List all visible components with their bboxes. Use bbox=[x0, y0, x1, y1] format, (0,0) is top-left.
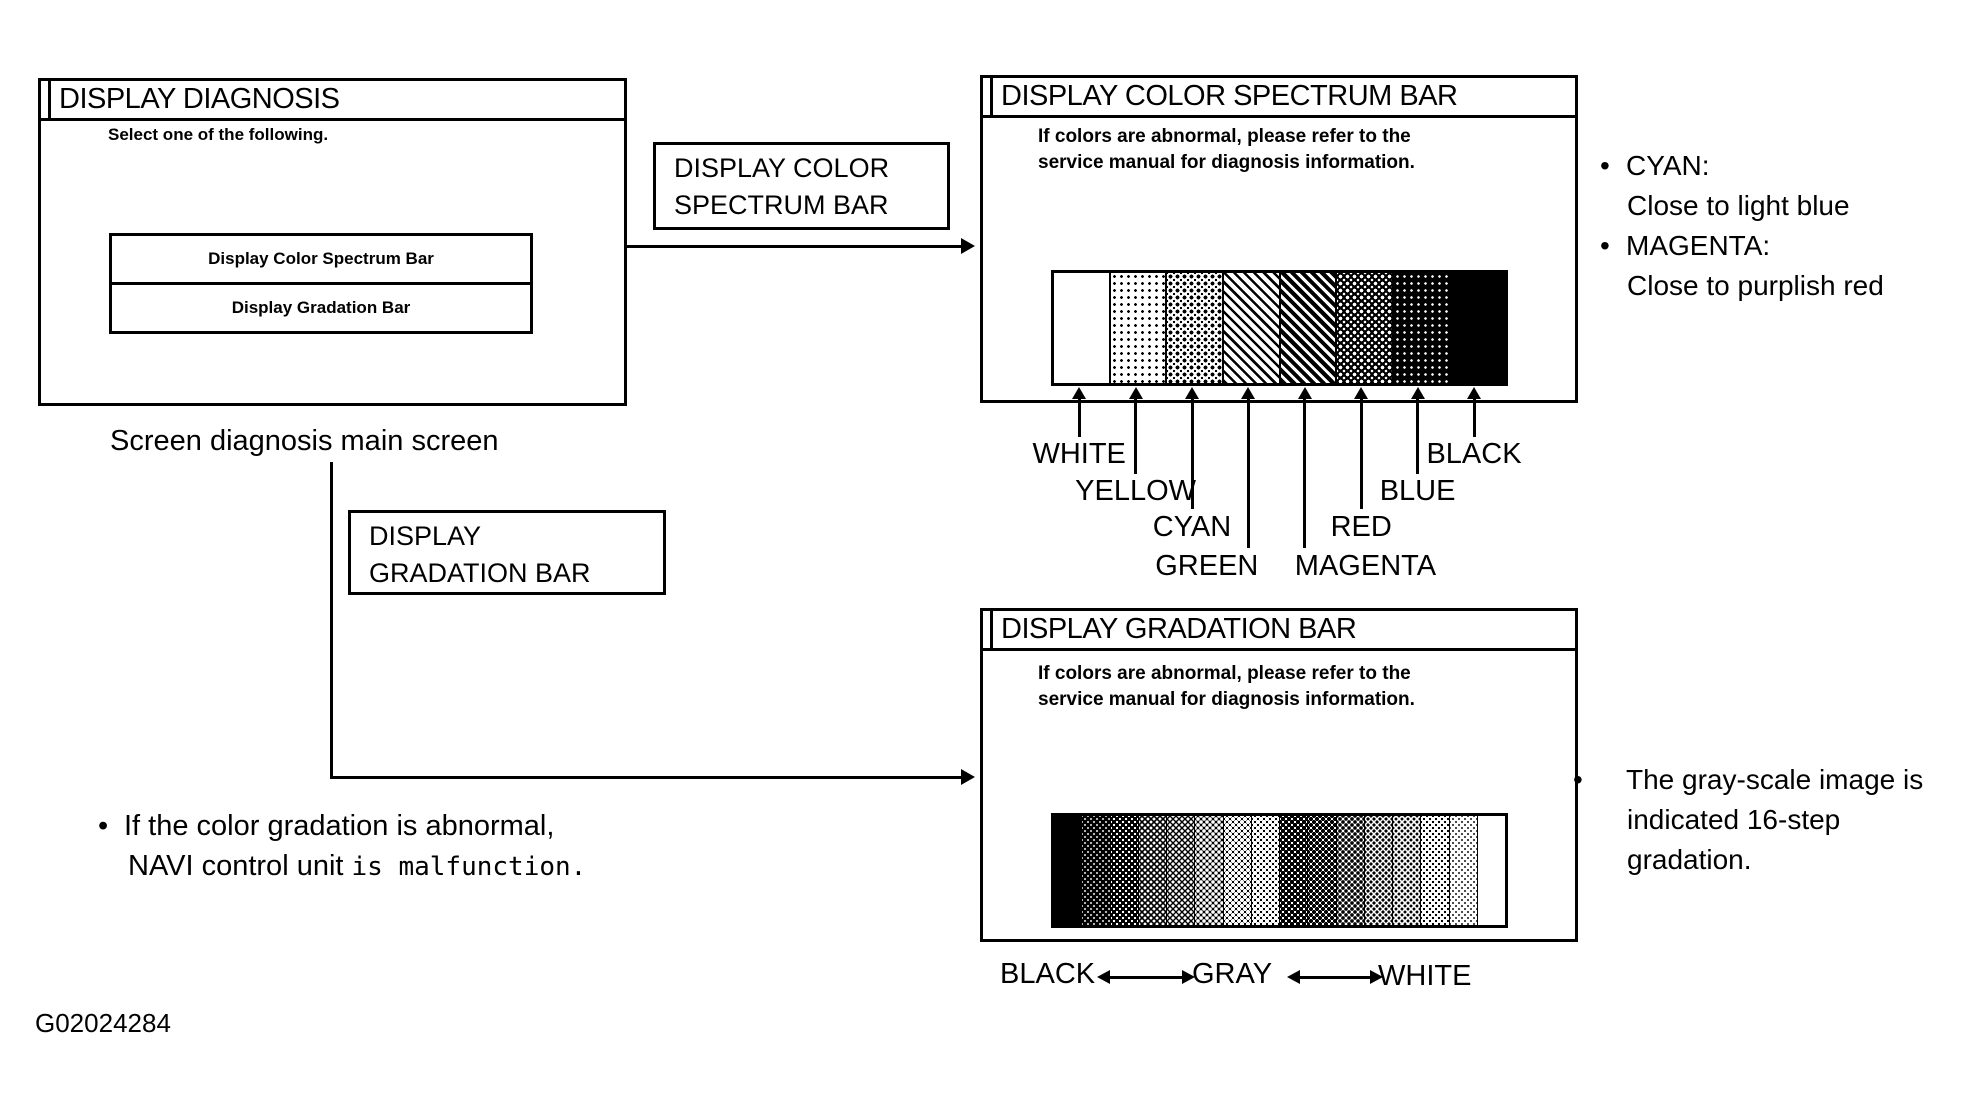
display-diagnosis-title: DISPLAY DIAGNOSIS bbox=[59, 83, 340, 115]
malfunction-note-line1: • If the color gradation is abnormal, bbox=[98, 810, 555, 842]
gradation-step bbox=[1250, 816, 1279, 925]
display-diagnosis-screen: DISPLAY DIAGNOSIS Select one of the foll… bbox=[38, 78, 627, 406]
spectrum-segment-white bbox=[1054, 273, 1109, 383]
gradation-screen-title: DISPLAY GRADATION BAR bbox=[1001, 613, 1357, 645]
note-cyan-desc: Close to light blue bbox=[1627, 190, 1850, 221]
note-magenta-desc: Close to purplish red bbox=[1627, 270, 1884, 301]
double-arrow-icon bbox=[1287, 970, 1383, 984]
scale-label-black: BLACK bbox=[1000, 958, 1096, 990]
arrowhead-icon bbox=[1241, 387, 1256, 399]
callout-arrow-line bbox=[1246, 398, 1250, 548]
note-magenta-term: • MAGENTA: bbox=[1600, 230, 1771, 261]
gradation-step bbox=[1081, 816, 1110, 925]
arrowhead-icon bbox=[1185, 387, 1199, 399]
flow-label-line: SPECTRUM BAR bbox=[674, 190, 889, 220]
titlebar-tick-mark bbox=[990, 611, 993, 648]
titlebar-tick-mark bbox=[990, 78, 993, 115]
gradation-step bbox=[1307, 816, 1336, 925]
display-color-spectrum-bar-button[interactable]: Display Color Spectrum Bar bbox=[112, 236, 530, 285]
gradation-warning-text: If colors are abnormal, please refer to … bbox=[1038, 663, 1415, 710]
bullet-icon: • bbox=[1600, 230, 1610, 261]
connector-line-vertical bbox=[330, 462, 333, 779]
arrowhead-icon bbox=[1467, 387, 1481, 399]
spectrum-segment-black bbox=[1448, 273, 1505, 383]
flow-label-line: GRADATION BAR bbox=[369, 558, 591, 588]
gradation-step bbox=[1222, 816, 1251, 925]
gradation-note: • The gray-scale image is indicated 16-st… bbox=[1573, 760, 1963, 880]
spectrum-segment-yellow bbox=[1108, 273, 1166, 383]
arrow-to-spectrum-screen bbox=[627, 245, 963, 248]
spectrum-label-blue: BLUE bbox=[1379, 475, 1456, 507]
color-spectrum-bar bbox=[1051, 270, 1508, 386]
gradation-titlebar: DISPLAY GRADATION BAR bbox=[983, 611, 1575, 651]
arrowhead-icon bbox=[1072, 387, 1087, 399]
gradation-step bbox=[1194, 816, 1223, 925]
callout-arrow-line bbox=[1077, 398, 1081, 437]
gradation-step bbox=[1476, 816, 1505, 925]
display-gradation-bar-screen: DISPLAY GRADATION BAR If colors are abno… bbox=[980, 608, 1578, 942]
flow-label-display-color-spectrum-bar: DISPLAY COLOR SPECTRUM BAR bbox=[653, 142, 950, 230]
gradation-step bbox=[1137, 816, 1166, 925]
gradation-step bbox=[1279, 816, 1308, 925]
bullet-icon: • bbox=[98, 810, 109, 842]
note-cyan-term: • CYAN: bbox=[1600, 150, 1710, 181]
callout-arrow-line bbox=[1303, 398, 1307, 548]
spectrum-label-white: WHITE bbox=[1032, 438, 1126, 470]
main-screen-caption: Screen diagnosis main screen bbox=[110, 425, 499, 457]
callout-arrow-line bbox=[1416, 398, 1420, 474]
display-gradation-bar-button[interactable]: Display Gradation Bar bbox=[112, 285, 530, 331]
arrow-to-gradation-screen bbox=[330, 776, 963, 779]
spectrum-label-red: RED bbox=[1330, 511, 1392, 543]
flow-label-line: DISPLAY COLOR bbox=[674, 153, 890, 183]
gradation-step bbox=[1335, 816, 1364, 925]
display-color-spectrum-bar-screen: DISPLAY COLOR SPECTRUM BAR If colors are… bbox=[980, 75, 1578, 403]
callout-arrow-line bbox=[1134, 398, 1138, 474]
arrowhead-icon bbox=[961, 238, 975, 254]
spectrum-warning-text: If colors are abnormal, please refer to … bbox=[1038, 126, 1415, 173]
spectrum-segment-green bbox=[1221, 273, 1279, 383]
spectrum-titlebar: DISPLAY COLOR SPECTRUM BAR bbox=[983, 78, 1575, 118]
gray-scale-gradation-bar bbox=[1051, 813, 1508, 928]
gradation-step bbox=[1109, 816, 1138, 925]
arrowhead-icon bbox=[1128, 387, 1143, 399]
figure-id: G02024284 bbox=[35, 1008, 171, 1038]
spectrum-segment-magenta bbox=[1278, 273, 1336, 383]
spectrum-segment-cyan bbox=[1165, 273, 1222, 383]
callout-arrow-line bbox=[1472, 398, 1476, 437]
bullet-icon: • bbox=[1600, 150, 1610, 181]
display-diagnosis-titlebar: DISPLAY DIAGNOSIS bbox=[41, 81, 624, 121]
spectrum-segment-blue bbox=[1391, 273, 1449, 383]
gradation-step bbox=[1448, 816, 1477, 925]
spectrum-label-yellow: YELLOW bbox=[1075, 475, 1197, 507]
scale-label-gray: GRAY bbox=[1192, 958, 1273, 990]
arrowhead-icon bbox=[1297, 387, 1312, 399]
spectrum-label-green: GREEN bbox=[1155, 550, 1259, 582]
spectrum-label-magenta: MAGENTA bbox=[1294, 550, 1437, 582]
spectrum-screen-title: DISPLAY COLOR SPECTRUM BAR bbox=[1001, 80, 1458, 112]
gradation-step bbox=[1363, 816, 1392, 925]
diagnosis-button-group: Display Color Spectrum Bar Display Grada… bbox=[109, 233, 533, 334]
gradation-step bbox=[1166, 816, 1195, 925]
flow-label-line: DISPLAY bbox=[369, 521, 482, 551]
gradation-step bbox=[1392, 816, 1421, 925]
malfunction-note-line2: NAVI control unit is malfunction. bbox=[128, 850, 587, 882]
select-prompt-text: Select one of the following. bbox=[108, 125, 329, 144]
spectrum-label-cyan: CYAN bbox=[1152, 511, 1232, 543]
bullet-icon: • bbox=[1573, 764, 1583, 795]
titlebar-tick-mark bbox=[48, 81, 51, 118]
double-arrow-icon bbox=[1097, 970, 1195, 984]
spectrum-label-black: BLACK bbox=[1426, 438, 1522, 470]
callout-arrow-line bbox=[1359, 398, 1363, 509]
arrowhead-icon bbox=[1410, 387, 1425, 399]
arrowhead-icon bbox=[1354, 387, 1369, 399]
scale-label-white: WHITE bbox=[1378, 960, 1472, 992]
callout-arrow-line bbox=[1190, 398, 1194, 509]
arrowhead-icon bbox=[961, 769, 975, 785]
gradation-step bbox=[1420, 816, 1449, 925]
gradation-step bbox=[1054, 816, 1082, 925]
spectrum-segment-red bbox=[1335, 273, 1392, 383]
flow-label-display-gradation-bar: DISPLAY GRADATION BAR bbox=[348, 510, 666, 595]
